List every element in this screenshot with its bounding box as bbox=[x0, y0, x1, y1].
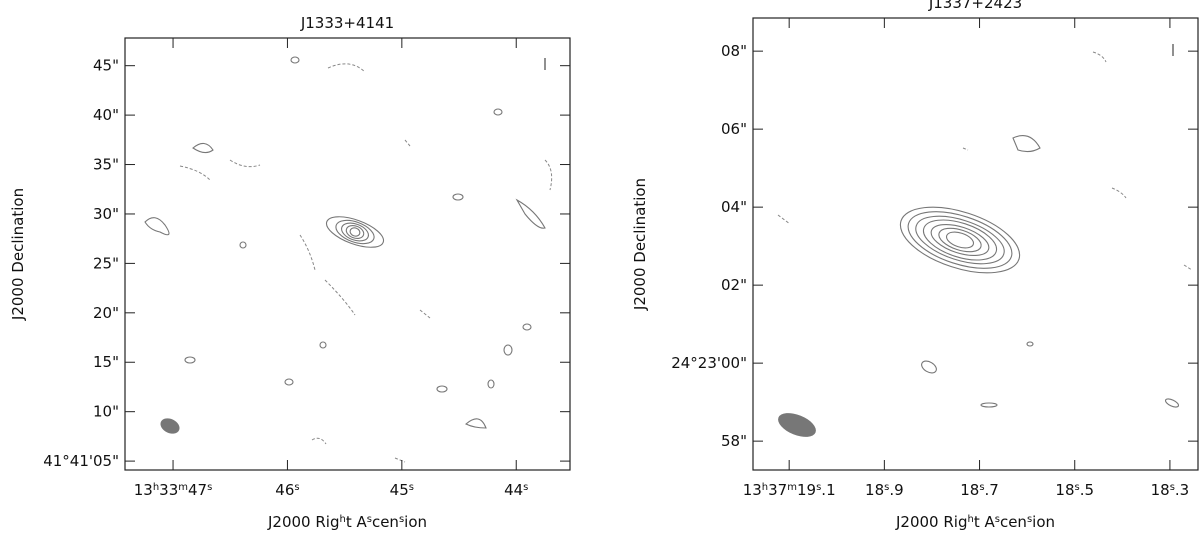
contour bbox=[907, 211, 1013, 269]
contour bbox=[938, 227, 982, 253]
contour bbox=[341, 222, 369, 242]
y-tick-label: 41°41'05" bbox=[43, 452, 119, 470]
contour bbox=[487, 379, 495, 389]
beam bbox=[160, 418, 180, 434]
contour bbox=[922, 219, 998, 261]
y-tick-label: 08" bbox=[721, 42, 747, 60]
contour bbox=[777, 51, 1193, 271]
y-tick-label: 24°23'00" bbox=[671, 354, 747, 372]
contour bbox=[239, 241, 247, 249]
contour bbox=[465, 418, 487, 429]
x-tick-label: 18s.7 bbox=[960, 481, 999, 499]
contour bbox=[284, 378, 294, 386]
contour bbox=[503, 344, 513, 356]
contour bbox=[1026, 341, 1034, 347]
y-tick-label: 06" bbox=[721, 120, 747, 138]
contour bbox=[290, 56, 300, 64]
plot-title: J1333+4141 bbox=[300, 14, 394, 32]
contour bbox=[144, 217, 170, 236]
beam bbox=[778, 413, 816, 437]
y-tick-label: 15" bbox=[93, 353, 119, 371]
y-tick-label: 10" bbox=[93, 402, 119, 420]
contour bbox=[493, 108, 503, 116]
y-axis-label: J2000 Declination bbox=[631, 178, 649, 311]
contour bbox=[452, 193, 464, 201]
contours-right bbox=[777, 51, 1193, 437]
contour bbox=[436, 385, 448, 393]
contour bbox=[349, 227, 361, 237]
contour bbox=[335, 219, 375, 245]
contour bbox=[921, 360, 937, 374]
y-axis-label: J2000 Declination bbox=[9, 188, 27, 321]
x-axis-label: J2000 Right Ascension bbox=[267, 513, 427, 531]
x-tick-label: 13h33m47s bbox=[134, 481, 213, 499]
contour bbox=[325, 216, 385, 248]
contour bbox=[980, 402, 998, 408]
y-tick-label: 35" bbox=[93, 155, 119, 173]
x-tick-label: 46s bbox=[275, 481, 299, 499]
y-tick-label: 30" bbox=[93, 204, 119, 222]
contour bbox=[319, 341, 327, 349]
contour bbox=[184, 356, 196, 364]
x-tick-label: 45s bbox=[390, 481, 414, 499]
x-axis-label: J2000 Right Ascension bbox=[895, 513, 1055, 531]
contour bbox=[192, 142, 214, 154]
plot-title: J1337+2423 bbox=[928, 0, 1022, 12]
contour bbox=[1012, 135, 1041, 153]
contour bbox=[179, 63, 553, 463]
contour bbox=[522, 323, 532, 331]
contour bbox=[899, 206, 1021, 274]
y-tick-label: 45" bbox=[93, 56, 119, 74]
y-tick-label: 02" bbox=[721, 276, 747, 294]
contour bbox=[515, 198, 546, 229]
y-tick-label: 40" bbox=[93, 106, 119, 124]
contour bbox=[345, 225, 365, 239]
plot-frame bbox=[124, 37, 571, 471]
x-tick-label: 44s bbox=[504, 481, 528, 499]
y-tick-label: 20" bbox=[93, 303, 119, 321]
y-tick-label: 58" bbox=[721, 432, 747, 450]
x-tick-label: 18s.3 bbox=[1151, 481, 1190, 499]
x-tick-label: 13h37m19s.1 bbox=[743, 481, 836, 499]
contour bbox=[915, 215, 1005, 265]
contour bbox=[945, 231, 975, 249]
plot-frame bbox=[752, 17, 1199, 471]
x-tick-label: 18s.9 bbox=[865, 481, 904, 499]
contour bbox=[1164, 398, 1180, 408]
x-tick-label: 18s.5 bbox=[1055, 481, 1094, 499]
y-tick-label: 25" bbox=[93, 254, 119, 272]
contours-left bbox=[144, 56, 553, 463]
y-tick-label: 04" bbox=[721, 198, 747, 216]
contour bbox=[930, 223, 990, 257]
